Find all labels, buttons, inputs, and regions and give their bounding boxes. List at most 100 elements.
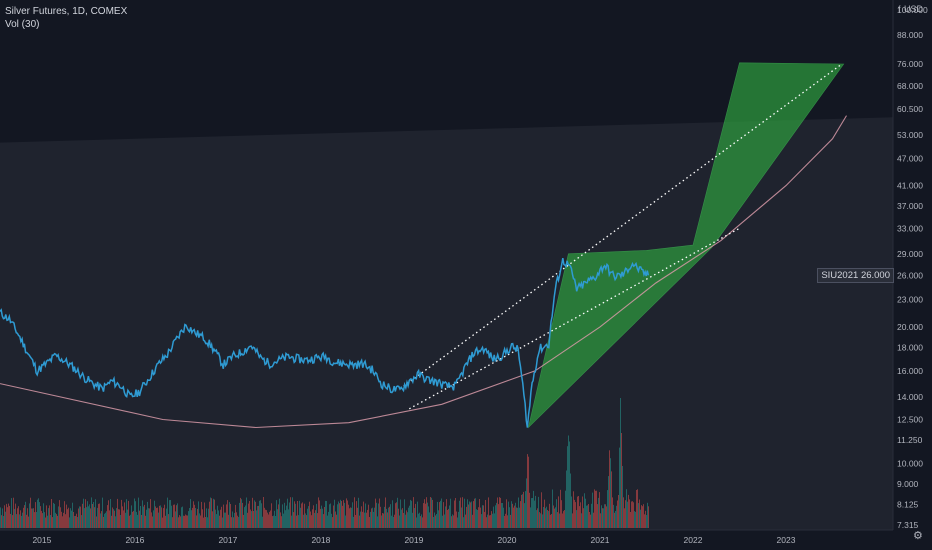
volume-bar (106, 511, 107, 528)
volume-bar (121, 499, 122, 528)
y-tick-label: 11.250 (897, 435, 923, 445)
volume-bar (463, 517, 464, 528)
volume-bar (229, 502, 230, 528)
volume-bar (107, 505, 108, 528)
volume-bar (400, 499, 401, 528)
volume-bar (509, 507, 510, 528)
volume-bar (537, 508, 538, 528)
volume-bar (386, 508, 387, 528)
volume-bar (16, 514, 17, 528)
volume-bar (536, 510, 537, 528)
volume-bar (473, 501, 474, 528)
volume-bar (380, 506, 381, 528)
volume-bar (298, 515, 299, 528)
volume-bar (228, 514, 229, 528)
volume-bar (289, 502, 290, 528)
volume-bar (127, 509, 128, 528)
volume-bar (131, 505, 132, 528)
x-tick-label: 2022 (684, 535, 703, 545)
volume-bar (249, 501, 250, 528)
volume-bar (590, 514, 591, 528)
volume-bar (81, 515, 82, 528)
volume-bar (310, 511, 311, 528)
volume-bar (18, 506, 19, 528)
volume-bar (328, 511, 329, 528)
volume-bar (355, 515, 356, 528)
volume-bar (80, 506, 81, 528)
volume-bar (248, 503, 249, 528)
currency-unit-label: USD (904, 4, 924, 14)
volume-bar (43, 503, 44, 528)
volume-indicator-label[interactable]: Vol (30) (5, 19, 40, 30)
volume-bar (549, 503, 550, 528)
volume-bar (85, 499, 86, 528)
time-axis[interactable]: 2015 2016 2017 2018 2019 2020 2021 2022 2023 (0, 529, 893, 545)
volume-bar (66, 504, 67, 528)
volume-bar (275, 516, 276, 528)
volume-bar (10, 513, 11, 528)
volume-bar (586, 505, 587, 528)
volume-bar (47, 515, 48, 528)
volume-bar (595, 490, 596, 528)
volume-bar (23, 507, 24, 528)
volume-bar (535, 495, 536, 528)
volume-bar (626, 489, 627, 528)
badge-value: 26.000 (860, 270, 890, 281)
volume-bar (339, 503, 340, 528)
volume-bar (283, 513, 284, 528)
volume-bar (502, 503, 503, 528)
volume-bar (344, 502, 345, 528)
volume-bar (295, 503, 296, 528)
volume-bar (488, 497, 489, 528)
price-axis[interactable]: 100.000 88.000 76.000 68.000 60.500 53.000 47.… (892, 0, 928, 530)
volume-bar (38, 498, 39, 528)
volume-bar (343, 500, 344, 528)
volume-bar (427, 502, 428, 528)
volume-bar (512, 503, 513, 528)
volume-bar (58, 506, 59, 528)
volume-bar (136, 511, 137, 528)
volume-bar (338, 501, 339, 528)
volume-bar (128, 500, 129, 528)
volume-bar (6, 503, 7, 528)
volume-bar (364, 512, 365, 528)
volume-bar (346, 498, 347, 528)
volume-bar (588, 504, 589, 528)
volume-bar (302, 502, 303, 528)
volume-bar (638, 503, 639, 528)
volume-bar (527, 454, 528, 528)
green-zone (527, 62, 845, 429)
volume-bar (504, 516, 505, 528)
volume-bar (612, 497, 613, 528)
volume-bar (133, 510, 134, 528)
volume-bar (374, 507, 375, 528)
lock-icon[interactable]: f (898, 4, 901, 14)
volume-bar (500, 497, 501, 528)
volume-bar (52, 517, 53, 528)
volume-bar (480, 507, 481, 528)
grey-band (0, 117, 893, 531)
volume-bar (333, 505, 334, 528)
volume-bar (368, 504, 369, 528)
volume-bar (205, 517, 206, 528)
volume-bar (352, 502, 353, 528)
y-tick-label: 33.000 (897, 223, 923, 233)
y-tick-label: 10.000 (897, 458, 923, 468)
volume-bar (563, 511, 564, 528)
volume-bar (341, 501, 342, 528)
chart-legend: Silver Futures, 1D, COMEX Vol (30) (5, 5, 127, 31)
volume-bar (208, 508, 209, 528)
trendline-layer (399, 63, 843, 410)
volume-bar (318, 497, 319, 528)
volume-bar (371, 508, 372, 528)
volume-bar (541, 492, 542, 528)
volume-bar (170, 500, 171, 528)
volume-bar (179, 515, 180, 528)
gear-icon[interactable]: ⚙ (913, 530, 923, 542)
volume-bar (118, 509, 119, 528)
symbol-title[interactable]: Silver Futures, 1D, COMEX (5, 6, 128, 17)
volume-bar (422, 517, 423, 528)
volume-bar (486, 517, 487, 528)
volume-bar (591, 503, 592, 528)
